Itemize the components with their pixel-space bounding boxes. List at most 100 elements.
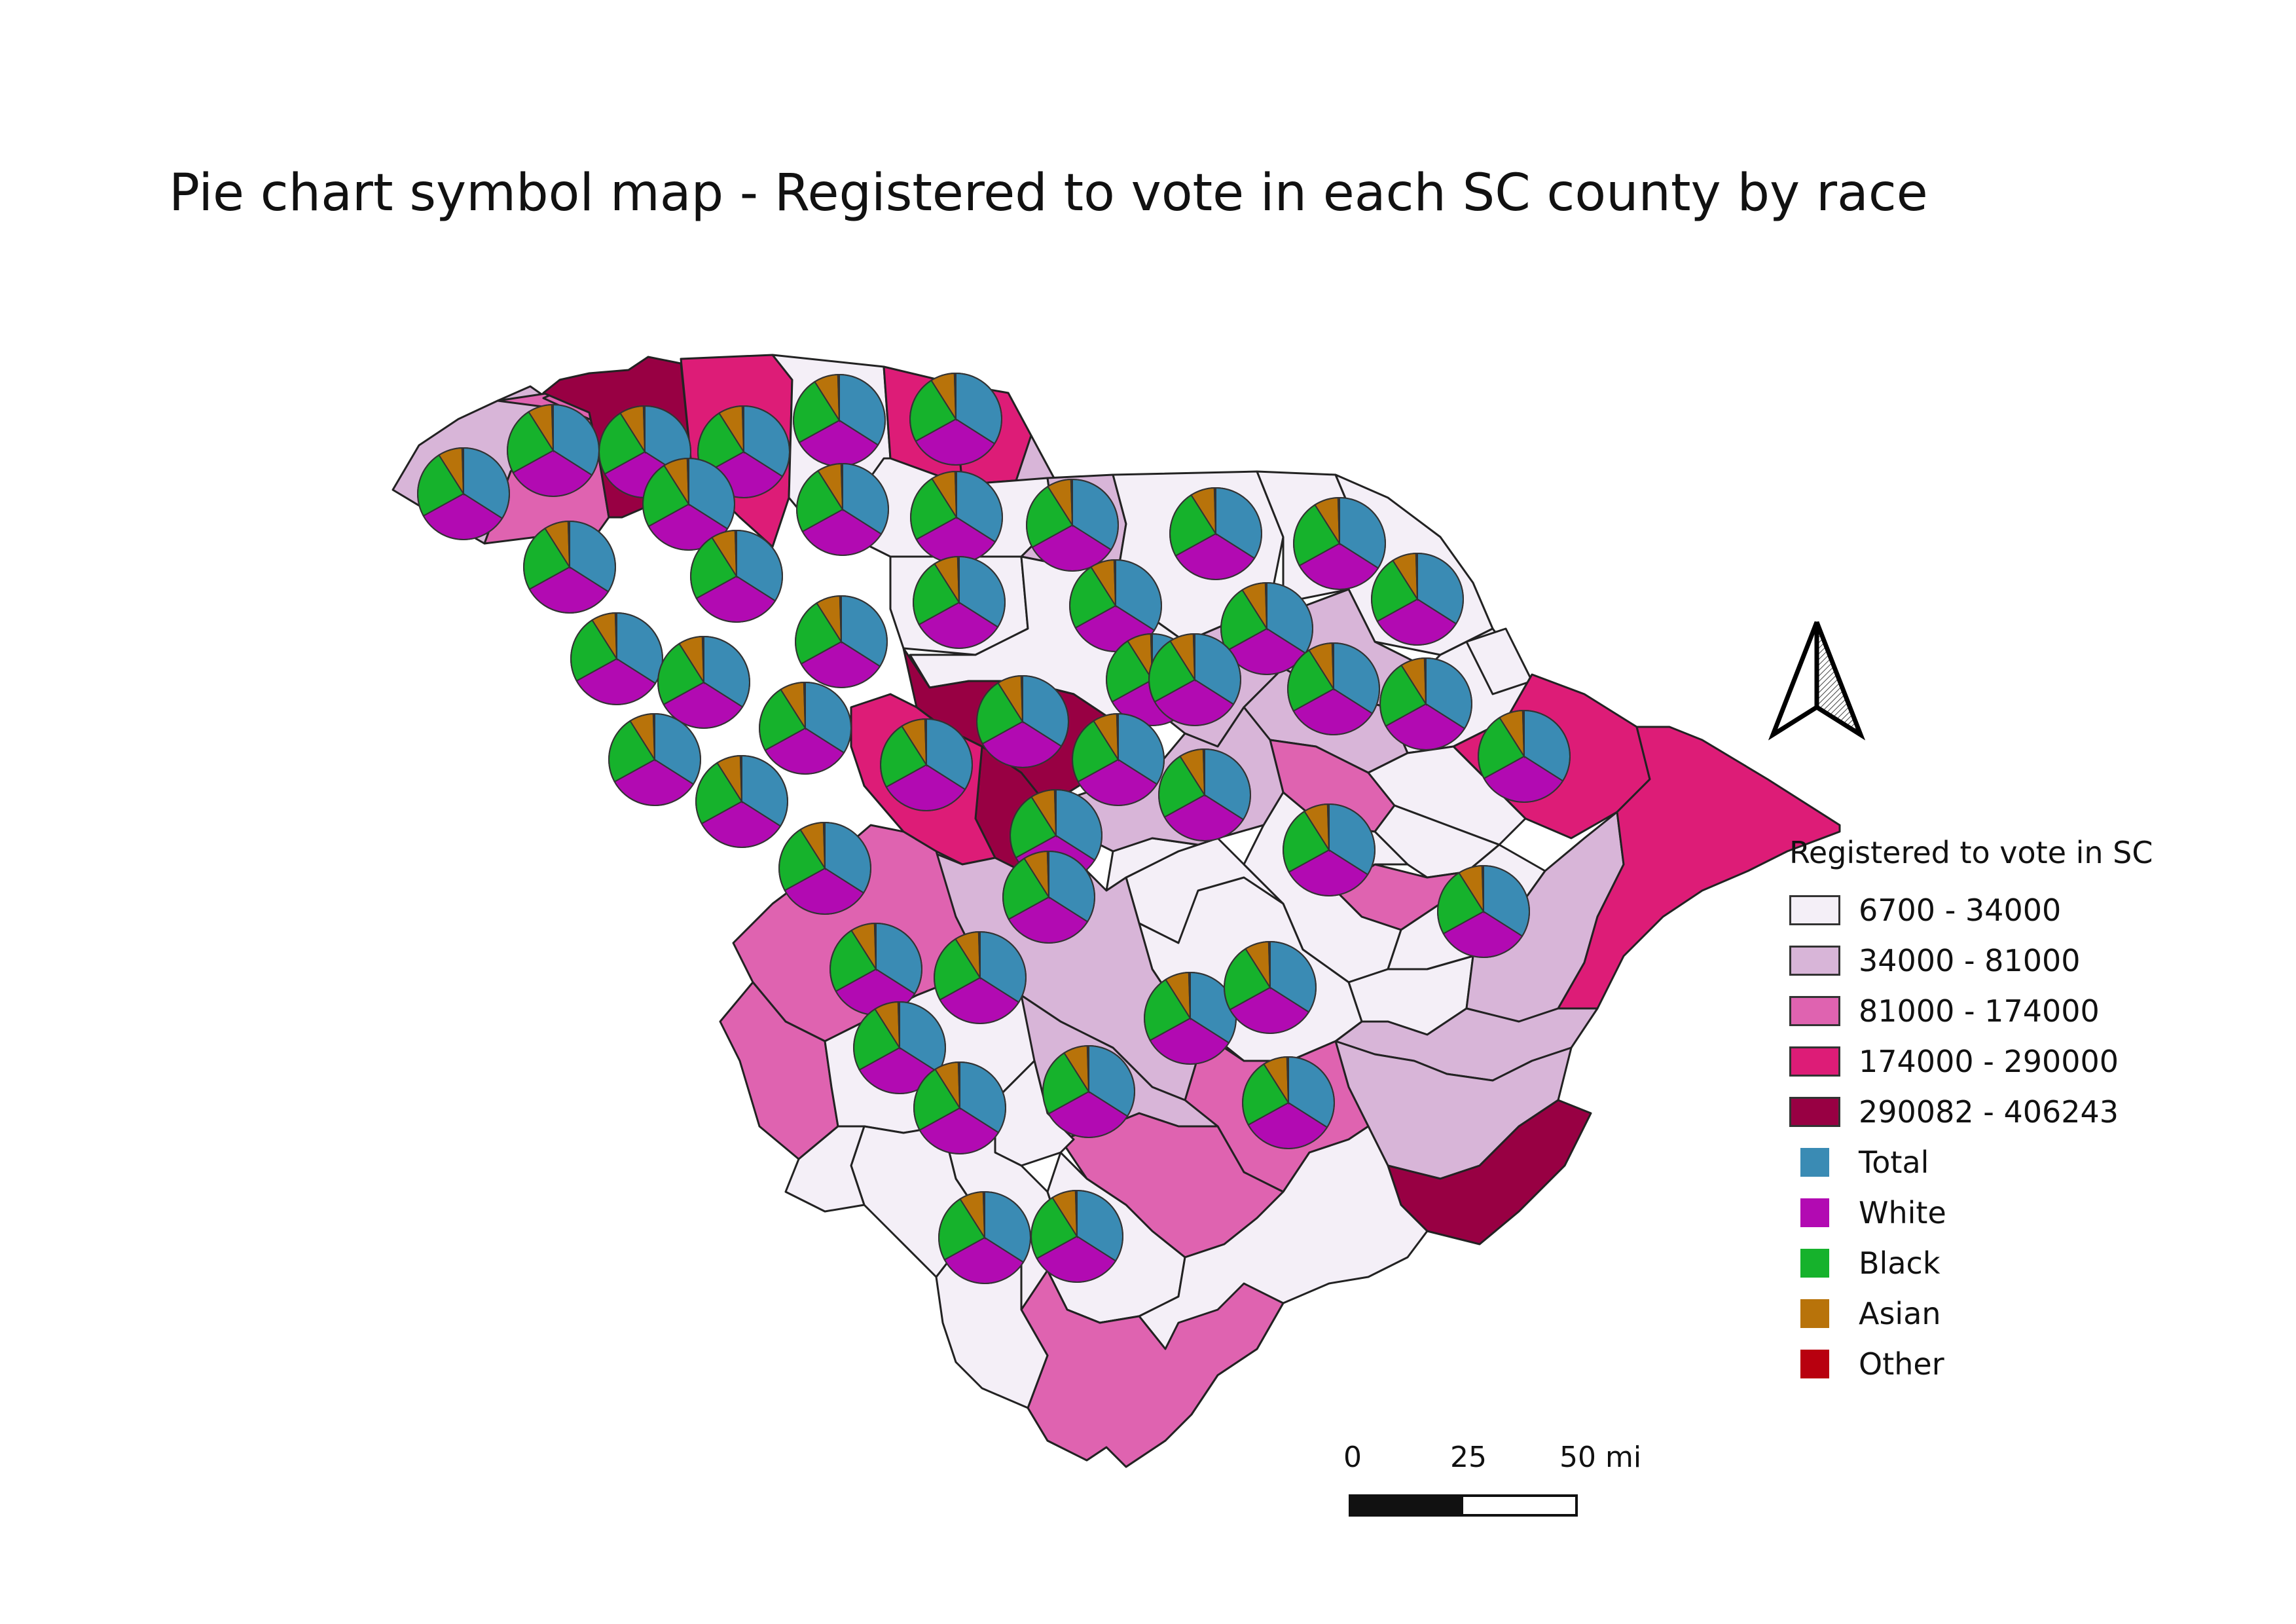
pie-outline	[1158, 748, 1251, 841]
legend-class-label: 174000 - 290000	[1859, 1043, 2119, 1079]
pie-outline	[1002, 851, 1095, 944]
county-pie-chart	[1224, 940, 1317, 1034]
pie-outline	[1242, 1056, 1335, 1149]
legend-category-item: Black	[1789, 1238, 2208, 1288]
pie-outline	[880, 718, 973, 811]
pie-outline	[608, 713, 701, 806]
county-pie-chart	[1293, 496, 1386, 590]
pie-outline	[1220, 582, 1313, 675]
county-pie-chart	[1144, 971, 1237, 1065]
legend-class-label: 34000 - 81000	[1859, 942, 2081, 978]
legend-category-marker	[1789, 1349, 1840, 1379]
legend-category-marker	[1789, 1198, 1840, 1228]
pie-outline	[1283, 803, 1376, 896]
county-pie-chart	[909, 372, 1002, 466]
pie-outline	[759, 682, 852, 775]
legend-class-label: 81000 - 174000	[1859, 993, 2100, 1029]
county-pie-chart	[910, 470, 1003, 564]
county-pie-chart	[853, 1001, 946, 1094]
county-pie-chart	[1158, 748, 1251, 841]
legend-category-marker	[1789, 1147, 1840, 1177]
legend-classes: 6700 - 34000 34000 - 81000 81000 - 174000 1…	[1789, 885, 2208, 1137]
pie-outline	[1042, 1045, 1135, 1138]
scale-label-25: 25	[1450, 1441, 1487, 1474]
pie-outline	[690, 530, 783, 623]
scale-label-0: 0	[1343, 1441, 1362, 1474]
legend-class-label: 6700 - 34000	[1859, 892, 2062, 928]
legend-category-marker	[1789, 1248, 1840, 1278]
legend-class-item: 81000 - 174000	[1789, 986, 2208, 1036]
pie-outline	[778, 822, 871, 915]
county-pie-chart	[1042, 1044, 1135, 1138]
legend-category-item: Total	[1789, 1137, 2208, 1187]
county-pie-chart	[1148, 633, 1241, 726]
pie-outline	[1224, 941, 1317, 1034]
pie-outline	[657, 636, 750, 729]
legend-class-swatch	[1789, 1096, 1840, 1127]
legend-category-marker	[1789, 1299, 1840, 1329]
pie-outline	[1148, 633, 1241, 726]
county-pie-chart	[793, 373, 886, 467]
pie-outline	[976, 675, 1069, 768]
county-pie-chart	[976, 674, 1069, 768]
county-pie-chart	[829, 922, 922, 1016]
legend-category-item: Other	[1789, 1338, 2208, 1389]
county-pie-chart	[1283, 803, 1376, 896]
scale-bar-graphic	[1349, 1494, 1578, 1517]
legend-class-label: 290082 - 406243	[1859, 1094, 2119, 1130]
county-pie-chart	[796, 462, 889, 556]
county-pie-chart	[880, 718, 973, 811]
county-pie-chart	[795, 595, 888, 688]
county-pie-chart	[695, 754, 788, 848]
county-pie-chart	[1220, 581, 1313, 675]
county-pie-chart	[1371, 552, 1464, 646]
legend-class-item: 290082 - 406243	[1789, 1086, 2208, 1137]
pie-outline	[697, 405, 790, 498]
legend-class-swatch	[1789, 1046, 1840, 1077]
pie-outline	[1072, 713, 1165, 806]
county-pie-chart	[608, 712, 701, 806]
legend-categories: Total White Black Asian Other	[1789, 1137, 2208, 1389]
legend-title: Registered to vote in SC	[1789, 835, 2153, 870]
scale-label-50: 50 mi	[1559, 1441, 1642, 1474]
county-pie-chart	[1072, 712, 1165, 806]
county-pie-chart	[1169, 487, 1262, 580]
county-pie-chart	[938, 1190, 1031, 1284]
county-pie-chart	[1030, 1189, 1123, 1283]
legend-category-item: Asian	[1789, 1288, 2208, 1338]
pie-outline	[1379, 657, 1472, 750]
pie-outline	[417, 447, 510, 540]
legend-class-item: 174000 - 290000	[1789, 1036, 2208, 1086]
county-pie-chart	[1242, 1056, 1335, 1149]
legend-class-swatch	[1789, 945, 1840, 976]
north-arrow-icon	[1768, 621, 1866, 741]
pie-symbols	[417, 372, 1571, 1284]
pie-outline	[1371, 553, 1464, 646]
county-pie-chart	[759, 681, 852, 775]
pie-outline	[934, 931, 1027, 1024]
county-pie-chart	[778, 821, 871, 915]
county-pie-chart	[690, 529, 783, 623]
pie-outline	[913, 1061, 1006, 1154]
county-pie-chart	[1437, 864, 1530, 958]
pie-outline	[523, 521, 616, 614]
county-pie-chart	[1379, 657, 1472, 750]
legend-category-label: White	[1859, 1194, 1946, 1230]
county-pie-chart	[1002, 850, 1095, 944]
county-pie-chart	[1478, 709, 1571, 803]
pie-outline	[913, 556, 1006, 649]
legend-class-swatch	[1789, 995, 1840, 1026]
county-pie-chart	[570, 612, 663, 705]
county-pie-chart	[913, 1061, 1006, 1154]
pie-outline	[1169, 487, 1262, 580]
legend-category-label: Black	[1859, 1245, 1941, 1281]
legend-class-item: 34000 - 81000	[1789, 935, 2208, 986]
county-pie-chart	[507, 403, 600, 497]
pie-outline	[1478, 710, 1571, 803]
scale-bar: 0 25 50 mi	[1343, 1441, 1641, 1519]
county-shape	[784, 1125, 866, 1213]
pie-outline	[853, 1001, 946, 1094]
county-pie-chart	[697, 405, 790, 498]
county-pie-chart	[1026, 478, 1119, 572]
